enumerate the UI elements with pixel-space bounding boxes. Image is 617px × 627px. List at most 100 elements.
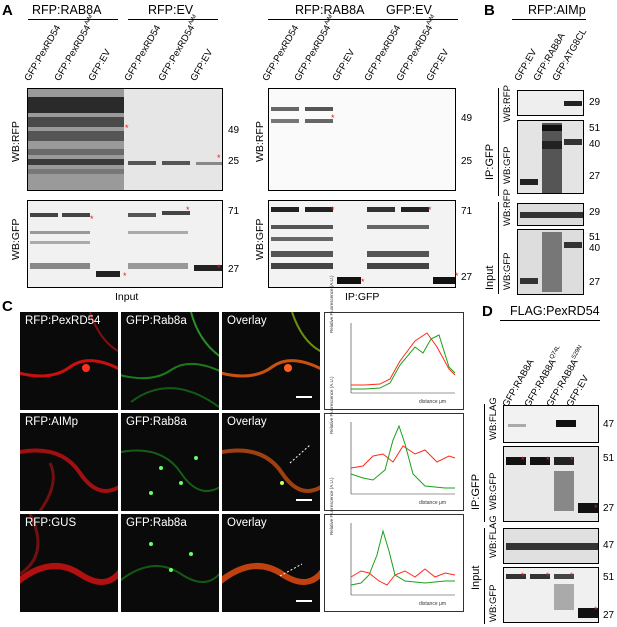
x-axis-unit: distance μm <box>419 500 447 506</box>
mw-marker: 51 <box>603 572 615 583</box>
blot-input-gfp <box>27 200 223 288</box>
lane-label: GFP:EV <box>330 47 358 84</box>
bracket <box>484 528 485 624</box>
input-label: Input <box>484 265 496 290</box>
band-marker-star: * <box>594 605 598 615</box>
mw-marker: 27 <box>228 264 240 275</box>
x-axis-unit: distance μm <box>419 601 447 607</box>
panel-d-label: D <box>482 303 493 320</box>
mw-marker: 27 <box>603 503 615 514</box>
ip-gfp-label: IP:GFP <box>484 143 496 180</box>
header-rule <box>500 320 600 321</box>
mw-marker: 27 <box>603 610 615 621</box>
mw-marker: 49 <box>461 113 473 124</box>
blot-ip-gfp <box>268 200 456 288</box>
intensity-plot-1: Relative Fluorescence (A.U.) distance μm <box>324 275 464 410</box>
wb-gfp-label: WB:GFP <box>502 252 513 290</box>
wb-gfp-label: WB:GFP <box>488 584 499 622</box>
header-rule <box>512 19 586 20</box>
blot-b-input-gfp <box>517 229 584 295</box>
micrograph-overlay: Overlay <box>222 514 320 612</box>
blot-b-input-rfp <box>517 203 584 226</box>
band-marker-star: * <box>521 571 525 581</box>
band-marker-star: * <box>546 571 550 581</box>
channel-title: Overlay <box>227 517 267 529</box>
wb-rfp-label: WB:RFP <box>254 121 266 162</box>
wb-rfp-label: WB:RFP <box>10 121 22 162</box>
wb-gfp-label: WB:GFP <box>10 218 22 260</box>
blot-d-ip-flag <box>503 405 599 443</box>
mw-marker: 27 <box>461 272 473 283</box>
wb-rfp-label: WB:RFP <box>502 85 513 122</box>
blot-d-ip-gfp <box>503 446 599 522</box>
bracket <box>484 404 485 522</box>
lane-label: GFP:EV <box>424 47 452 84</box>
mw-marker: 27 <box>589 171 601 182</box>
micrograph-overlay: Overlay <box>222 413 320 511</box>
mw-marker: 49 <box>228 125 240 136</box>
y-axis-label: Relative Fluorescence (A.U.) <box>329 275 334 333</box>
ip-caption: IP:GFP <box>345 291 380 303</box>
bracket <box>498 88 499 196</box>
band-marker-star: * <box>570 571 574 581</box>
channel-title: RFP:PexRD54 <box>25 315 101 327</box>
blot-b-ip-rfp <box>517 90 584 116</box>
x-axis-unit: distance μm <box>419 399 447 405</box>
header-rule <box>268 19 376 20</box>
band-marker-star: * <box>331 205 335 215</box>
mw-marker: 71 <box>228 206 240 217</box>
mw-marker: 27 <box>589 277 601 288</box>
channel-title: Overlay <box>227 315 267 327</box>
mw-marker: 29 <box>589 207 601 218</box>
intensity-plot-3: Relative Fluorescence (A.U.) distance μm <box>324 477 464 612</box>
mw-marker: 40 <box>589 139 601 150</box>
band-marker-star: * <box>570 455 574 465</box>
wb-gfp-label: WB:GFP <box>254 218 266 260</box>
mw-marker: 29 <box>589 97 601 108</box>
channel-title: RFP:AIMp <box>25 416 79 428</box>
blot-d-input-gfp <box>503 567 599 623</box>
ip-gfp-label: IP:GFP <box>470 473 482 510</box>
lane-label: GFP:EV <box>188 47 216 84</box>
band-marker-star: * <box>361 277 365 287</box>
band-marker-star: * <box>123 271 127 281</box>
header-rule <box>128 19 218 20</box>
channel-title: GFP:Rab8a <box>126 315 187 327</box>
input-label: Input <box>470 565 482 590</box>
band-marker-star: * <box>455 271 459 281</box>
band-marker-star: * <box>90 214 94 224</box>
band-marker-star: * <box>428 205 432 215</box>
channel-title: RFP:GUS <box>25 517 77 529</box>
panel-b-header: RFP:AIMp <box>528 3 586 17</box>
blot-input-rfp <box>27 88 223 191</box>
mw-marker: 40 <box>589 243 601 254</box>
mw-marker: 51 <box>589 232 601 243</box>
y-axis-label: Relative Fluorescence (A.U.) <box>329 477 334 535</box>
blot-b-ip-gfp <box>517 120 584 194</box>
micrograph-rfp-gus: RFP:GUS <box>20 514 118 612</box>
micrograph-overlay: Overlay <box>222 312 320 410</box>
lane-label: GFP:EV <box>86 47 114 84</box>
blot-ip-rfp <box>268 88 456 191</box>
y-axis-label: Relative Fluorescence (A.U.) <box>329 376 334 434</box>
band-marker-star: * <box>546 455 550 465</box>
mw-marker: 25 <box>461 156 473 167</box>
band-marker-star: * <box>331 113 335 123</box>
header-rule <box>28 19 118 20</box>
mw-marker: 47 <box>603 419 615 430</box>
mw-marker: 47 <box>603 540 615 551</box>
micrograph-gfp-rab8a: GFP:Rab8a <box>121 413 219 511</box>
micrograph-rfp-pexrd54: RFP:PexRD54 <box>20 312 118 410</box>
micrograph-gfp-rab8a: GFP:Rab8a <box>121 514 219 612</box>
wb-gfp-label: WB:GFP <box>502 146 513 184</box>
channel-title: Overlay <box>227 416 267 428</box>
header-rfp-rab8a-left: RFP:RAB8A <box>32 3 102 17</box>
panel-b-label: B <box>484 2 495 19</box>
channel-title: GFP:Rab8a <box>126 416 187 428</box>
wb-gfp-label: WB:GFP <box>488 472 499 510</box>
mw-marker: 51 <box>603 453 615 464</box>
input-caption: Input <box>115 291 139 303</box>
mw-marker: 71 <box>461 206 473 217</box>
band-marker-star: * <box>125 123 129 133</box>
header-rfp-ev: RFP:EV <box>148 3 194 17</box>
